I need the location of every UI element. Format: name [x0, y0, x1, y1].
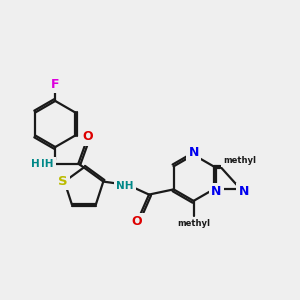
Text: methyl: methyl — [177, 219, 210, 228]
Text: S: S — [58, 175, 68, 188]
Text: F: F — [51, 78, 59, 91]
Text: methyl: methyl — [177, 219, 210, 228]
Text: O: O — [82, 130, 93, 143]
Text: NH: NH — [36, 160, 54, 170]
Text: O: O — [132, 215, 142, 228]
Text: N: N — [211, 185, 222, 198]
Text: NH: NH — [116, 181, 134, 191]
Text: H: H — [31, 160, 40, 170]
Text: N: N — [188, 146, 199, 160]
Text: N: N — [238, 185, 249, 198]
Text: methyl: methyl — [223, 156, 256, 165]
